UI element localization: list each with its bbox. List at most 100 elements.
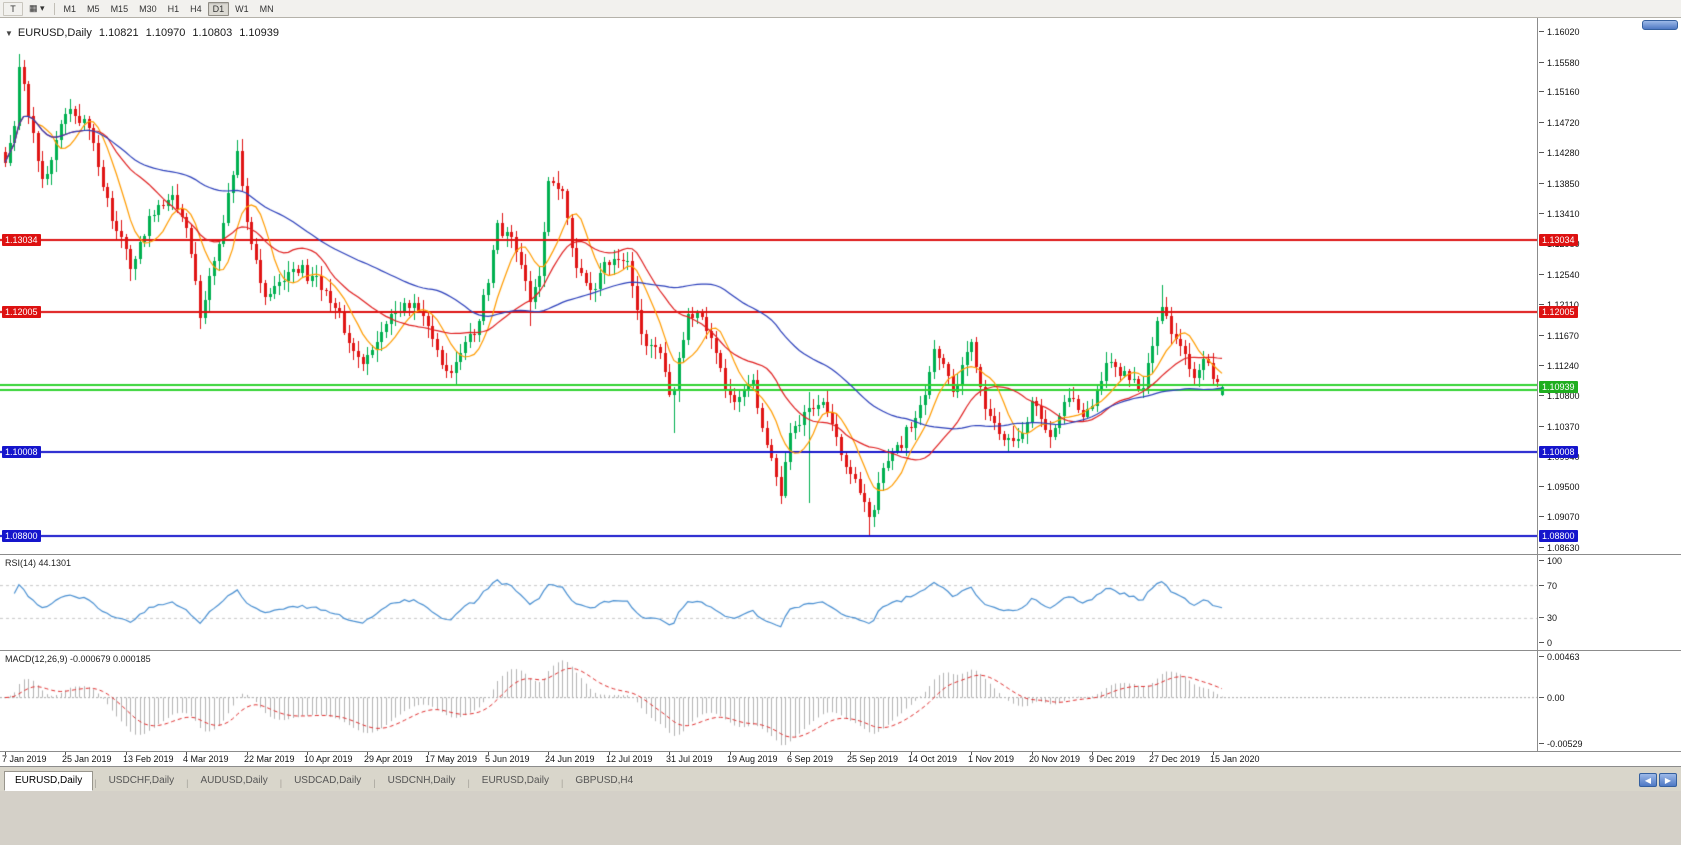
date-tick [1092,752,1093,755]
date-tick [5,752,6,755]
timeframe-h1-button[interactable]: H1 [167,3,180,14]
date-label: 14 Oct 2019 [908,754,958,764]
date-label: 15 Jan 2020 [1210,754,1260,764]
tab-separator: | [561,778,564,788]
axis-tick-label: 70 [1538,580,1558,591]
date-label: 7 Jan 2019 [2,754,47,764]
chart-layout-button[interactable]: ▦ ▾ [29,3,45,13]
date-tick [1213,752,1214,755]
main-chart-pane: 1.16020 1.15580 1.15160 1.14720 1.14280 1.138… [0,18,1681,555]
macd-chart-canvas[interactable] [0,651,1537,751]
date-tick [428,752,429,755]
rsi-indicator-label: RSI(14) 44.1301 [5,558,72,568]
axis-tick-label: 30 [1538,613,1558,624]
rsi-axis[interactable]: 100 70 30 0 [1537,555,1681,650]
date-tick [790,752,791,755]
date-tick [669,752,670,755]
chart-tab-bar: EURUSD,Daily | USDCHF,Daily | AUDUSD,Dai… [0,767,1681,791]
tab-separator: | [373,778,376,788]
axis-tick-label: 1.12110 [1539,300,1579,310]
timeframe-w1-button[interactable]: W1 [235,3,249,14]
axis-tick-label: 1.10800 [1539,391,1580,402]
tab-separator: | [467,778,470,788]
date-label: 5 Jun 2019 [485,754,530,764]
price-axis[interactable]: 1.16020 1.15580 1.15160 1.14720 1.14280 1.138… [1537,18,1681,554]
one-click-trading-arrow-icon[interactable]: ▼ [5,28,13,38]
timeframe-m5-button[interactable]: M5 [87,3,100,14]
macd-axis[interactable]: 0.00463 0.00 -0.00529 [1537,651,1681,751]
chart-window: 1.16020 1.15580 1.15160 1.14720 1.14280 1.138… [0,18,1681,767]
date-tick [1032,752,1033,755]
window-background [0,791,1681,844]
date-tick [850,752,851,755]
timeframe-m15-button[interactable]: M15 [110,3,129,14]
axis-tick-label: -0.00529 [1539,739,1583,749]
tab-scroll-left-button[interactable]: ◀ [1639,773,1657,787]
rsi-indicator-pane: 100 70 30 0 RSI(14) 44.1301 [0,555,1681,651]
timeframe-m1-button[interactable]: M1 [63,3,77,14]
axis-tick-label: 1.15580 [1539,57,1580,68]
date-label: 29 Apr 2019 [364,754,413,764]
axis-tick-label: 1.09500 [1539,482,1580,493]
price-chart-canvas[interactable] [0,18,1537,554]
date-label: 6 Sep 2019 [787,754,834,764]
date-tick [548,752,549,755]
date-label: 10 Apr 2019 [304,754,353,764]
tab-usdchf-daily[interactable]: USDCHF,Daily [108,775,175,786]
rsi-chart-canvas[interactable] [0,555,1537,650]
timeframe-h4-button[interactable]: H4 [190,3,202,14]
axis-tick-label: 1.13850 [1539,178,1580,189]
date-label: 17 May 2019 [425,754,478,764]
date-tick [971,752,972,755]
axis-tick-label: 1.14280 [1539,148,1580,159]
date-tick [65,752,66,755]
pointer-tool-button[interactable]: T [3,1,23,16]
tab-eurusd-daily[interactable]: EURUSD,Daily [4,771,94,791]
price-level-tag: 1.13034 [2,234,41,247]
date-tick [609,752,610,755]
date-label: 24 Jun 2019 [545,754,595,764]
date-label: 4 Mar 2019 [183,754,229,764]
tab-audusd-daily[interactable]: AUDUSD,Daily [200,775,268,786]
chart-symbol-label: EURUSD,Daily [17,27,92,39]
axis-tick-label: 100 [1538,556,1563,566]
tab-gbpusd-h4[interactable]: GBPUSD,H4 [575,775,634,786]
axis-tick-label: 0.00 [1539,692,1565,703]
axis-tick-label: 1.08630 [1539,543,1580,553]
tab-separator: | [94,778,97,788]
date-tick [307,752,308,755]
axis-tick-label: 1.15160 [1539,87,1580,98]
tab-scroll-right-button[interactable]: ▶ [1659,773,1677,787]
macd-indicator-pane: 0.00463 0.00 -0.00529 MACD(12,26,9) -0.000… [0,651,1681,752]
date-tick [488,752,489,755]
price-level-tag: 1.13034 [1539,234,1578,247]
chart-scroll-button[interactable] [1642,20,1678,30]
date-axis[interactable]: 7 Jan 2019 25 Jan 2019 13 Feb 2019 4 Mar 20… [0,752,1681,767]
date-label: 25 Jan 2019 [62,754,112,764]
tab-usdcnh-daily[interactable]: USDCNH,Daily [387,775,456,786]
axis-tick-label: 1.10370 [1539,421,1580,432]
date-tick [247,752,248,755]
date-label: 9 Dec 2019 [1089,754,1136,764]
axis-tick-label: 1.13410 [1539,209,1580,220]
axis-tick-label: 1.11670 [1539,330,1579,341]
tab-usdcad-daily[interactable]: USDCAD,Daily [294,775,362,786]
axis-tick-label: 1.09070 [1539,512,1580,523]
axis-tick-label: 0.00463 [1539,652,1580,662]
timeframe-d1-button[interactable]: D1 [207,1,230,16]
date-label: 20 Nov 2019 [1029,754,1081,764]
timeframe-m30-button[interactable]: M30 [139,3,157,14]
ohlc-close: 1.10939 [239,27,279,39]
date-label: 12 Jul 2019 [606,754,653,764]
date-label: 22 Mar 2019 [244,754,295,764]
ohlc-open: 1.10821 [98,27,139,39]
timeframe-toolbar: T ▦ ▾ M1 M5 M15 M30 H1 H4 D1 W1 MN [0,0,1681,18]
timeframe-mn-button[interactable]: MN [259,3,274,14]
axis-tick-label: 1.11240 [1539,360,1579,371]
price-level-tag: 1.10939 [1539,380,1578,393]
tab-separator: | [279,778,283,788]
tab-separator: | [186,778,189,788]
tab-eurusd-daily-2[interactable]: EURUSD,Daily [481,775,550,786]
date-tick [367,752,368,755]
axis-tick-label: 0 [1538,638,1553,648]
